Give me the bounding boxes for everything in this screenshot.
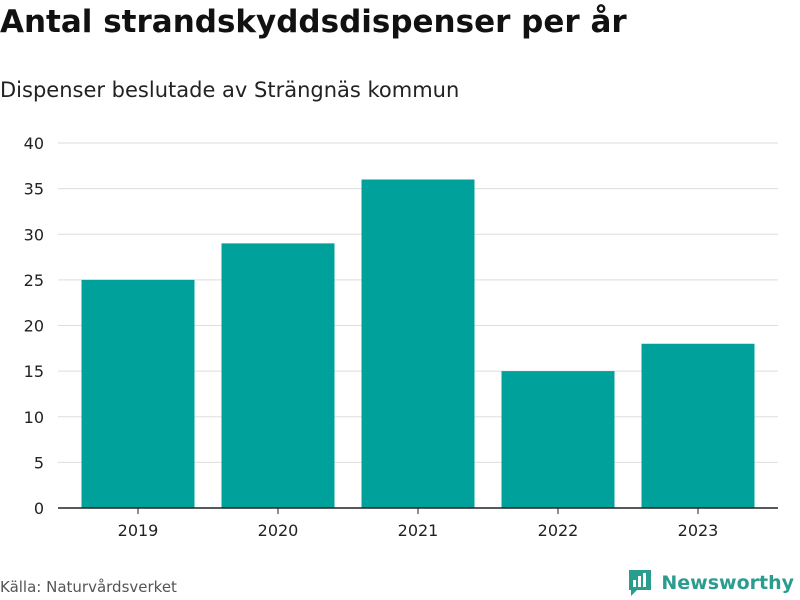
- chart-subtitle: Dispenser beslutade av Strängnäs kommun: [0, 78, 460, 102]
- y-tick-label: 25: [24, 271, 44, 290]
- y-tick-label: 10: [24, 408, 44, 427]
- bar-2021: [361, 179, 475, 508]
- y-tick-label: 5: [34, 453, 44, 472]
- y-tick-label: 40: [24, 134, 44, 153]
- bar-2022: [501, 371, 615, 508]
- x-tick-label: 2019: [118, 521, 159, 540]
- brand-logo: Newsworthy: [627, 568, 794, 598]
- y-tick-label: 0: [34, 499, 44, 518]
- x-tick-label: 2020: [258, 521, 299, 540]
- x-tick-label: 2021: [398, 521, 439, 540]
- y-tick-label: 35: [24, 180, 44, 199]
- bar-2020: [221, 243, 335, 508]
- brand-name: Newsworthy: [661, 572, 794, 594]
- x-tick-label: 2023: [678, 521, 719, 540]
- bar-2023: [641, 343, 755, 508]
- newsworthy-logo-icon: [629, 570, 652, 596]
- bars: [81, 179, 755, 508]
- source-note: Källa: Naturvårdsverket: [0, 578, 177, 596]
- y-tick-label: 15: [24, 362, 44, 381]
- y-tick-label: 20: [24, 317, 44, 336]
- chart-title: Antal strandskyddsdispenser per år: [0, 4, 627, 40]
- tick-labels: 0 5 10 15 20 25 30 35 40 2019 2020 2021 2022 2023: [24, 134, 719, 540]
- x-tick-label: 2022: [538, 521, 579, 540]
- axes: [58, 507, 778, 514]
- y-tick-label: 30: [24, 225, 44, 244]
- bar-2019: [81, 279, 195, 508]
